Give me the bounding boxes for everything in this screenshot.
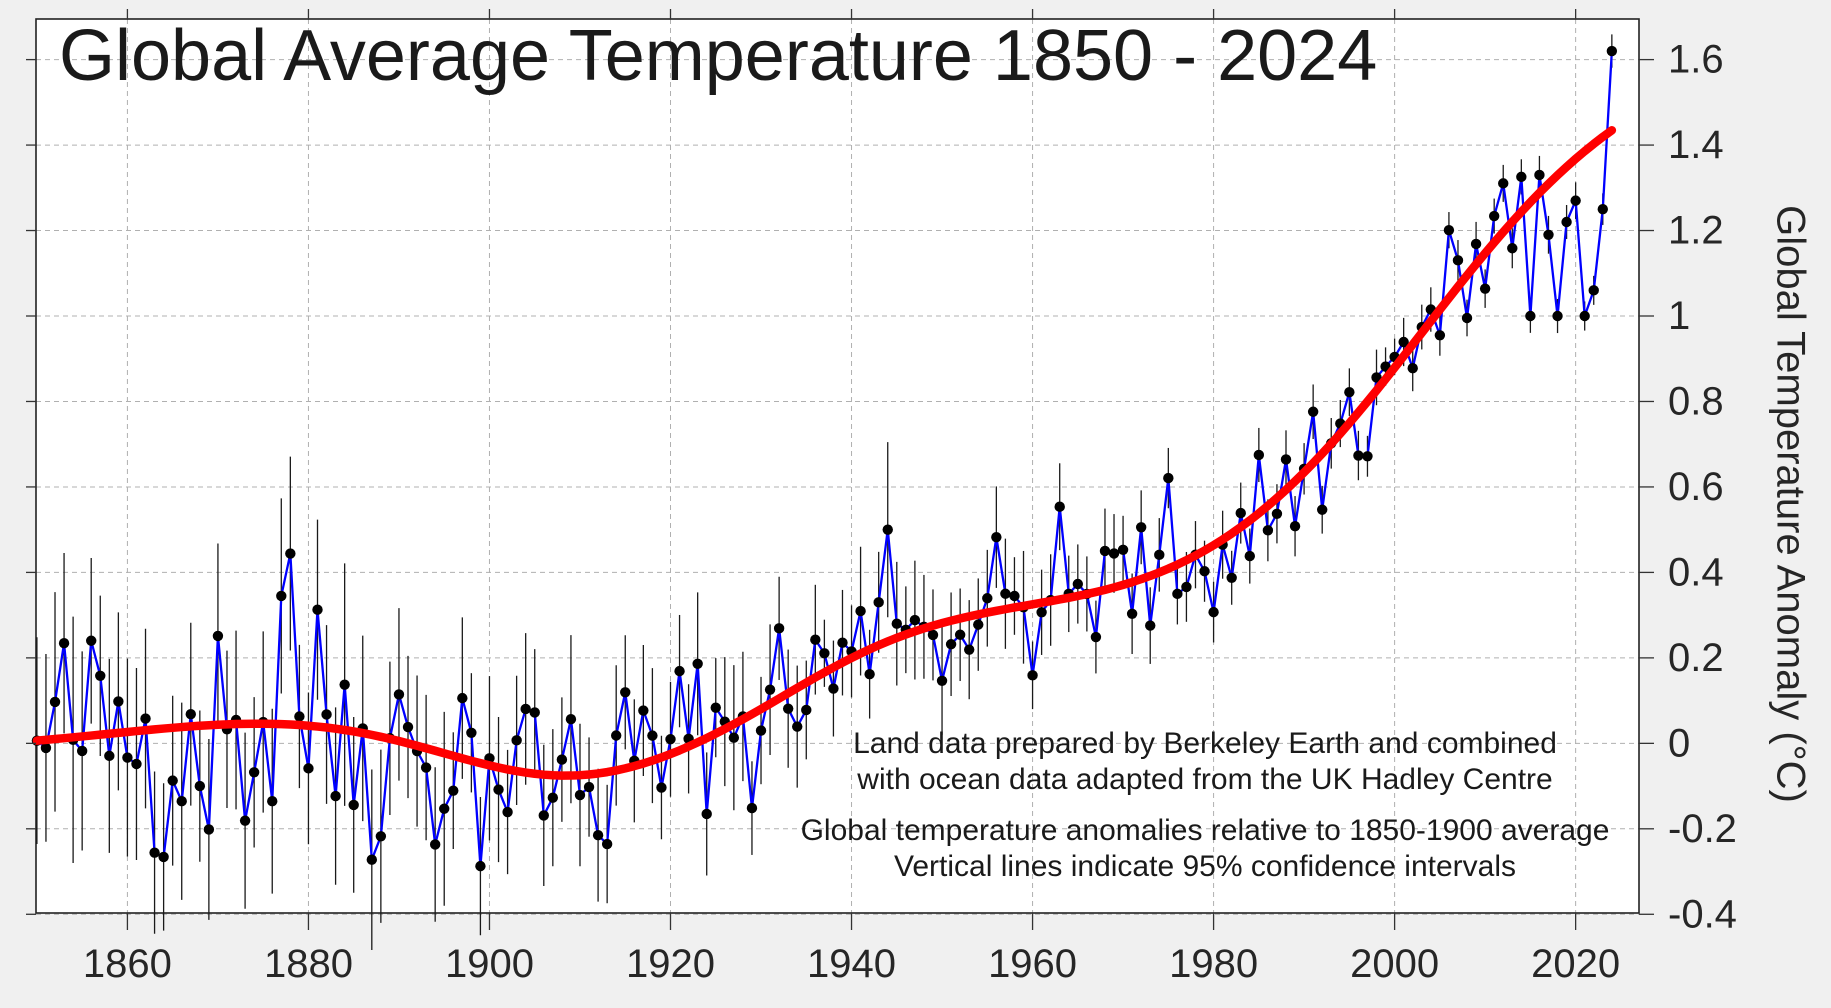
svg-text:0.6: 0.6 <box>1668 465 1724 509</box>
svg-text:0: 0 <box>1668 721 1690 765</box>
svg-text:-0.2: -0.2 <box>1668 807 1737 851</box>
svg-text:1860: 1860 <box>83 942 172 986</box>
svg-text:0.8: 0.8 <box>1668 379 1724 423</box>
svg-text:1920: 1920 <box>626 942 715 986</box>
svg-text:2000: 2000 <box>1350 942 1439 986</box>
svg-text:1.2: 1.2 <box>1668 209 1724 253</box>
svg-text:1880: 1880 <box>264 942 353 986</box>
svg-text:1960: 1960 <box>988 942 1077 986</box>
svg-text:1.4: 1.4 <box>1668 123 1724 167</box>
svg-text:-0.4: -0.4 <box>1668 892 1737 936</box>
svg-text:0.2: 0.2 <box>1668 636 1724 680</box>
svg-text:1.6: 1.6 <box>1668 38 1724 82</box>
svg-text:0.4: 0.4 <box>1668 550 1724 594</box>
svg-text:1980: 1980 <box>1169 942 1258 986</box>
svg-text:1: 1 <box>1668 294 1690 338</box>
svg-text:1900: 1900 <box>445 942 534 986</box>
svg-text:2020: 2020 <box>1531 942 1620 986</box>
svg-text:1940: 1940 <box>807 942 896 986</box>
